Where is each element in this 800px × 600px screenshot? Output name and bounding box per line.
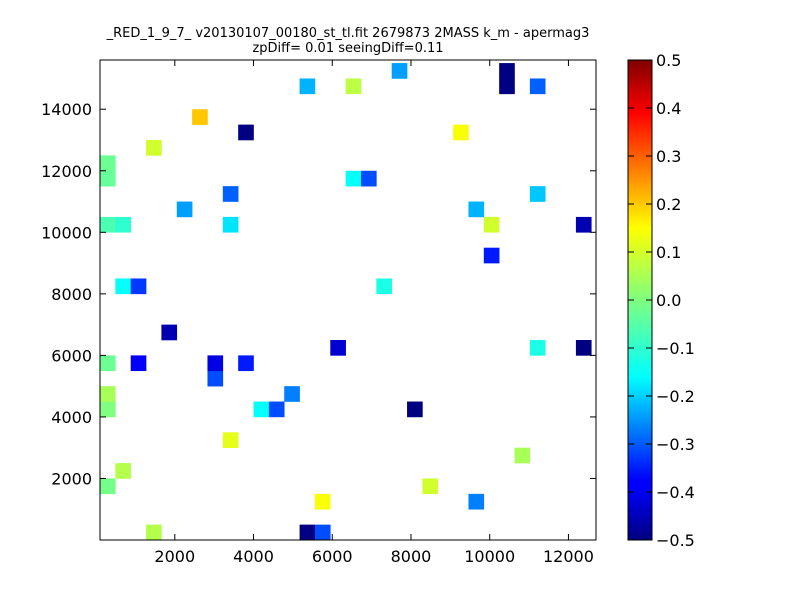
heatmap-cell — [499, 78, 515, 95]
heatmap-cell — [330, 340, 346, 356]
x-tick-label: 10000 — [464, 547, 515, 566]
x-tick-label: 6000 — [312, 547, 353, 566]
y-axis: 2000 4000 6000 8000 10000 12000 14000 — [41, 100, 596, 488]
colorbar-tick-label: −0.5 — [656, 531, 695, 550]
heatmap-cell — [468, 201, 485, 218]
heatmap-cell — [100, 170, 116, 187]
colorbar-tick-label: 0.0 — [656, 291, 681, 310]
heatmap-cell — [222, 216, 239, 233]
heatmap-cell — [422, 478, 439, 495]
heatmap-cell — [575, 340, 592, 356]
x-tick-label: 2000 — [154, 547, 195, 566]
colorbar-tick-label: 0.4 — [656, 99, 681, 118]
heatmap-cell — [115, 463, 131, 479]
x-tick-label: 4000 — [233, 547, 274, 566]
heatmap-cell — [130, 355, 147, 372]
y-tick-label: 6000 — [51, 346, 92, 365]
heatmap-cell — [207, 370, 224, 387]
y-tick-label: 4000 — [51, 408, 92, 427]
x-axis: 2000 4000 6000 8000 10000 12000 — [154, 60, 594, 566]
colorbar-tick-label: −0.3 — [656, 435, 695, 454]
heatmap-cell — [100, 155, 116, 172]
heatmap-cell — [314, 493, 331, 510]
plot-frame — [99, 59, 597, 541]
heatmap-cell — [238, 124, 254, 141]
heatmap-cell — [146, 140, 162, 156]
heatmap-cell — [483, 247, 500, 264]
heatmap-cell — [345, 78, 362, 95]
heatmap-cell — [284, 386, 300, 402]
heatmap-cell — [100, 401, 116, 418]
y-tick-label: 14000 — [41, 100, 92, 119]
heatmap-cell — [100, 478, 116, 495]
heatmap-cell — [146, 524, 162, 541]
heatmap-cell — [115, 216, 131, 233]
heatmap-cell — [483, 216, 500, 233]
y-tick-label: 12000 — [41, 162, 92, 181]
heatmap-cell — [314, 524, 331, 541]
heatmap-cell — [391, 63, 408, 79]
heatmap-cell — [115, 278, 131, 295]
heatmap-cell — [222, 432, 239, 448]
heatmap-cell — [130, 278, 147, 295]
colorbar-ticks: 0.5 0.4 0.3 0.2 0.1 0.0 −0.1 −0.2 −0.3 −0.4 −0.5 — [628, 51, 695, 550]
heatmap-cell — [529, 340, 546, 356]
heatmap-cell — [453, 124, 469, 141]
y-tick-label: 8000 — [51, 285, 92, 304]
heatmap-cell — [161, 324, 178, 341]
colorbar-tick-label: 0.1 — [656, 243, 681, 262]
heatmap-cell — [499, 63, 515, 79]
colorbar-tick-label: 0.3 — [656, 147, 681, 166]
heatmap-cell — [253, 401, 270, 418]
heatmap-cell — [100, 386, 116, 402]
chart-title-line2: zpDiff= 0.01 seeingDiff=0.11 — [252, 41, 443, 56]
heatmap-cell — [100, 355, 116, 372]
heatmap-cell — [207, 355, 224, 372]
heatmap-cell — [192, 109, 208, 125]
colorbar-tick-label: 0.2 — [656, 195, 681, 214]
colorbar-tick-label: 0.5 — [656, 51, 681, 70]
heatmap-cell — [529, 186, 546, 202]
heatmap-cell — [222, 186, 239, 202]
heatmap-cell — [345, 170, 362, 187]
heatmap-cell — [299, 78, 316, 95]
heatmap-cell — [238, 355, 254, 372]
heatmap-cell — [376, 278, 392, 295]
heatmap-cell — [299, 524, 316, 541]
x-tick-label: 8000 — [391, 547, 432, 566]
colorbar-tick-label: −0.1 — [656, 339, 695, 358]
heatmap-cell — [176, 201, 193, 218]
heatmap-cell — [514, 447, 531, 464]
chart-title-line1: _RED_1_9_7_ v20130107_00180_st_tl.fit 26… — [106, 26, 590, 41]
x-tick-label: 12000 — [543, 547, 594, 566]
heatmap-cell — [100, 216, 116, 233]
colorbar-tick-label: −0.4 — [656, 483, 695, 502]
heatmap-cell — [575, 216, 592, 233]
colorbar-tick-label: −0.2 — [656, 387, 695, 406]
heatmap-cell — [529, 78, 546, 95]
heatmap-cell — [268, 401, 285, 418]
heatmap-cell — [360, 170, 377, 187]
heatmap — [100, 63, 592, 541]
heatmap-cell — [407, 401, 423, 418]
y-tick-label: 2000 — [51, 469, 92, 488]
heatmap-cell — [468, 493, 485, 510]
y-tick-label: 10000 — [41, 223, 92, 242]
